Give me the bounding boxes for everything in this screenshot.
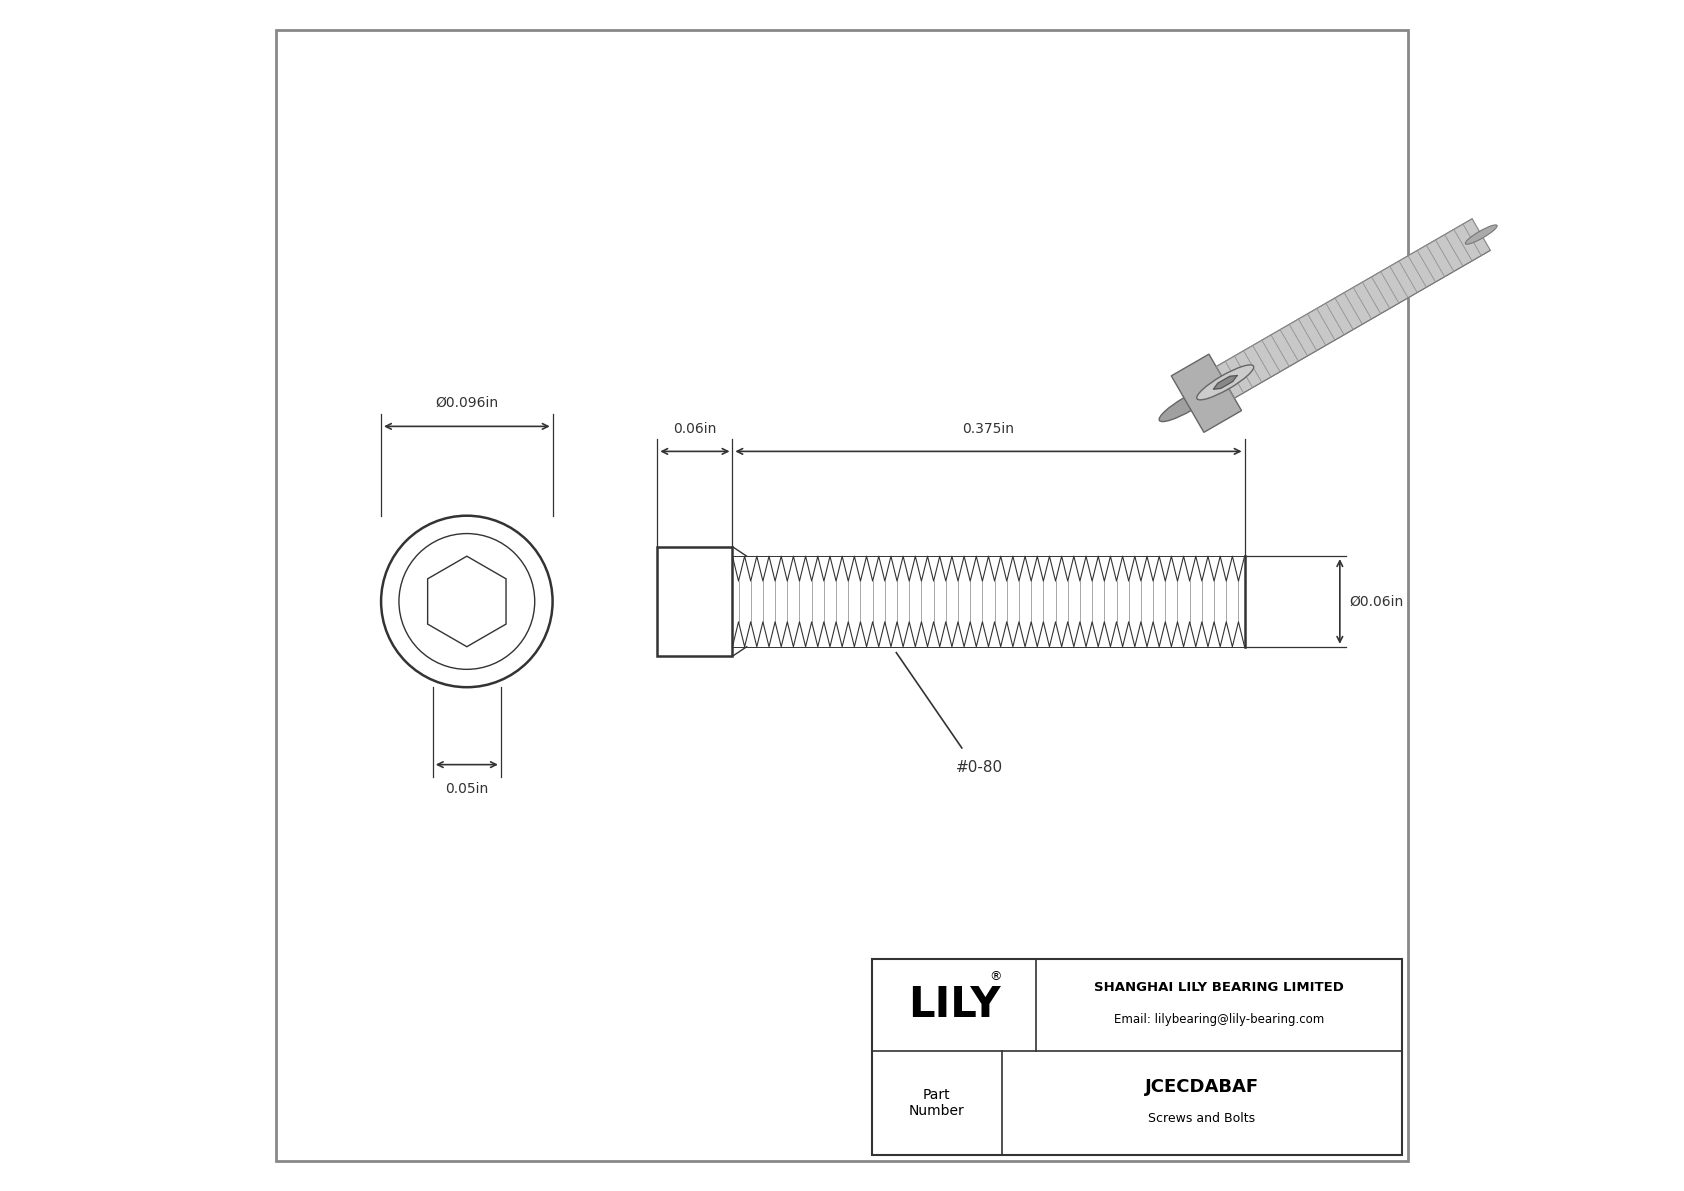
Bar (657, 547, 733, 656)
Text: Ø0.096in: Ø0.096in (434, 395, 498, 410)
Text: JCECDABAF: JCECDABAF (1145, 1078, 1258, 1096)
Polygon shape (1172, 354, 1241, 432)
Polygon shape (1216, 219, 1490, 398)
Text: Screws and Bolts: Screws and Bolts (1148, 1112, 1255, 1125)
Text: 0.05in: 0.05in (445, 782, 488, 797)
Ellipse shape (1465, 225, 1497, 244)
Polygon shape (1214, 375, 1238, 389)
Text: #0-80: #0-80 (957, 760, 1004, 775)
Bar (872, 959, 1401, 1155)
Text: 0.06in: 0.06in (674, 422, 717, 436)
Polygon shape (428, 556, 505, 647)
Text: SHANGHAI LILY BEARING LIMITED: SHANGHAI LILY BEARING LIMITED (1095, 980, 1344, 993)
Circle shape (381, 516, 552, 687)
Text: Email: lilybearing@lily-bearing.com: Email: lilybearing@lily-bearing.com (1113, 1012, 1324, 1025)
Circle shape (399, 534, 536, 669)
Text: ®: ® (990, 969, 1002, 983)
Ellipse shape (1159, 387, 1216, 422)
Text: 0.375in: 0.375in (963, 422, 1014, 436)
Ellipse shape (1197, 364, 1253, 400)
Text: Part
Number: Part Number (909, 1089, 965, 1118)
Text: Ø0.06in: Ø0.06in (1349, 594, 1404, 609)
Text: LILY: LILY (908, 984, 1000, 1025)
